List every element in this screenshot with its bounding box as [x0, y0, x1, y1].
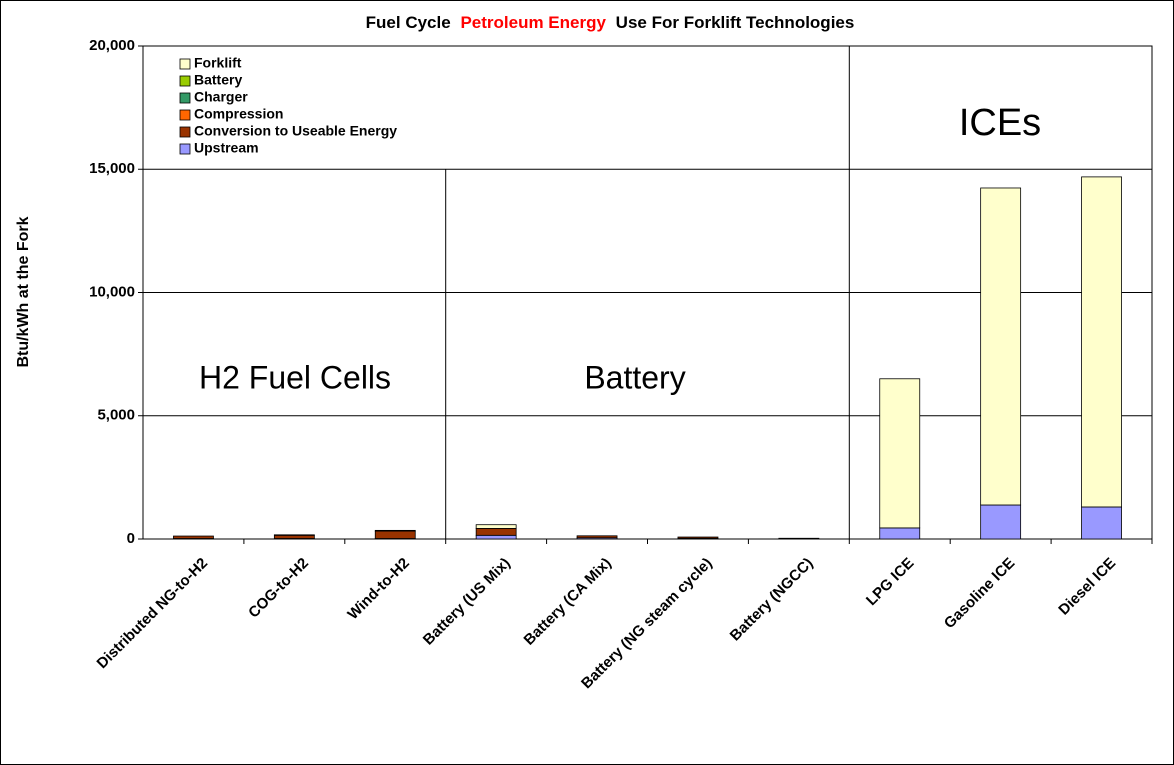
bar-segment	[879, 527, 921, 540]
group-label: ICEs	[959, 102, 1041, 144]
bar-segment	[475, 528, 517, 536]
title-highlight: Petroleum Energy	[460, 13, 606, 32]
y-tick-label: 0	[127, 530, 135, 547]
legend-label: Upstream	[194, 140, 259, 156]
bar-segment	[677, 536, 719, 539]
legend-swatch	[179, 58, 191, 70]
title-part: Fuel Cycle	[366, 13, 451, 32]
legend-swatch	[179, 109, 191, 121]
bar-segment	[980, 504, 1022, 540]
bar-segment	[273, 534, 315, 539]
bar-segment	[475, 524, 517, 529]
chart-title: Fuel Cycle Petroleum Energy Use For Fork…	[366, 13, 855, 32]
y-axis-label: Btu/kWh at the Fork	[15, 216, 32, 367]
legend-label: Forklift	[194, 55, 242, 71]
bar-segment	[1081, 176, 1122, 508]
legend-label: Battery	[194, 72, 242, 88]
group-label: H2 Fuel Cells	[199, 359, 391, 395]
y-tick-label: 5,000	[97, 407, 135, 424]
legend-label: Charger	[194, 89, 248, 105]
legend-swatch	[179, 92, 191, 104]
legend-label: Compression	[194, 106, 283, 122]
y-tick-label: 20,000	[89, 37, 135, 54]
legend-swatch	[179, 143, 191, 155]
bar-segment	[173, 535, 214, 539]
group-label: Battery	[584, 359, 685, 395]
y-tick-label: 15,000	[89, 160, 135, 177]
bar-segment	[1081, 506, 1122, 540]
bar-segment	[374, 530, 416, 539]
bar-segment	[475, 534, 517, 540]
legend-swatch	[179, 126, 191, 138]
bar-segment	[374, 529, 416, 532]
legend-label: Conversion to Useable Energy	[194, 123, 397, 139]
title-part: Use For Forklift Technologies	[616, 13, 855, 32]
bar-segment	[879, 378, 921, 529]
y-tick-label: 10,000	[89, 283, 135, 300]
bar-segment	[576, 535, 618, 539]
bar-segment	[980, 187, 1022, 506]
legend-swatch	[179, 75, 191, 87]
